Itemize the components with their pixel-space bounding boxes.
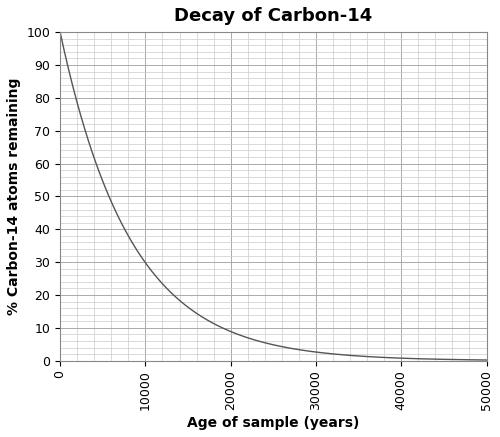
Title: Decay of Carbon-14: Decay of Carbon-14 xyxy=(174,7,372,25)
X-axis label: Age of sample (years): Age of sample (years) xyxy=(187,416,360,430)
Y-axis label: % Carbon-14 atoms remaining: % Carbon-14 atoms remaining xyxy=(7,78,21,315)
